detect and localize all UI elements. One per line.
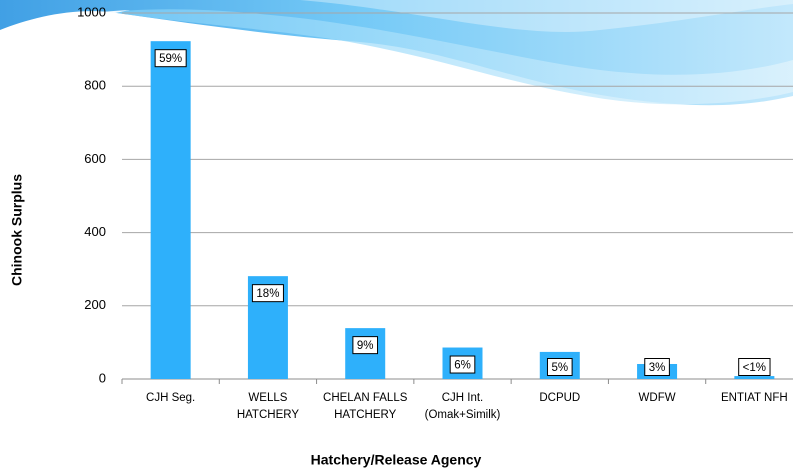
background-swoosh — [0, 0, 793, 106]
percent-label-box — [449, 355, 476, 374]
y-tick-label: 1000 — [77, 4, 106, 19]
y-tick-label: 400 — [84, 224, 106, 239]
plot-area: 0 200 400 600 800 1000 CJH Seg. 59% WELLS HATCHER… — [77, 4, 793, 421]
x-tick-label: HATCHERY — [237, 409, 300, 421]
percent-label-box — [738, 358, 771, 376]
bar — [150, 41, 191, 379]
percent-label: <1% — [738, 358, 771, 376]
bar — [734, 376, 775, 379]
x-tick-label: CJH Int. — [442, 392, 484, 404]
percent-label-text: <1% — [743, 362, 766, 374]
x-tick-label: CHELAN FALLS — [323, 392, 408, 404]
percent-label: 3% — [644, 358, 670, 376]
percent-label: 18% — [251, 284, 284, 303]
x-tick-label: CJH Seg. — [146, 392, 195, 404]
percent-label-text: 9% — [357, 340, 374, 352]
percent-label-text: 59% — [159, 53, 182, 65]
x-tick-label: WELLS — [248, 392, 287, 404]
y-axis-title: Chinook Surplus — [9, 174, 25, 286]
y-tick-label: 800 — [84, 78, 106, 93]
x-tick-label: DCPUD — [539, 392, 580, 404]
x-axis-title: Hatchery/Release Agency — [311, 452, 482, 468]
percent-label: 5% — [546, 358, 573, 376]
percent-label-text: 18% — [256, 288, 279, 300]
percent-label-text: 6% — [454, 360, 471, 372]
x-tick-label: WDFW — [639, 392, 676, 404]
x-tick-label: ENTIAT NFH — [721, 392, 788, 404]
y-tick-label: 0 — [99, 370, 106, 385]
percent-label-box — [251, 284, 284, 303]
y-tick-label: 600 — [84, 151, 106, 166]
percent-label: 59% — [154, 49, 187, 68]
percent-label: 6% — [449, 355, 476, 374]
percent-label: 9% — [352, 336, 379, 355]
percent-label-box — [546, 358, 573, 376]
percent-label-text: 5% — [551, 362, 568, 374]
percent-label-box — [154, 49, 187, 68]
y-tick-label: 200 — [84, 297, 106, 312]
percent-label-box — [644, 358, 670, 376]
percent-label-box — [352, 336, 379, 355]
x-tick-label: (Omak+Similk) — [425, 409, 501, 421]
percent-label-text: 3% — [649, 362, 666, 374]
x-tick-label: HATCHERY — [334, 409, 397, 421]
